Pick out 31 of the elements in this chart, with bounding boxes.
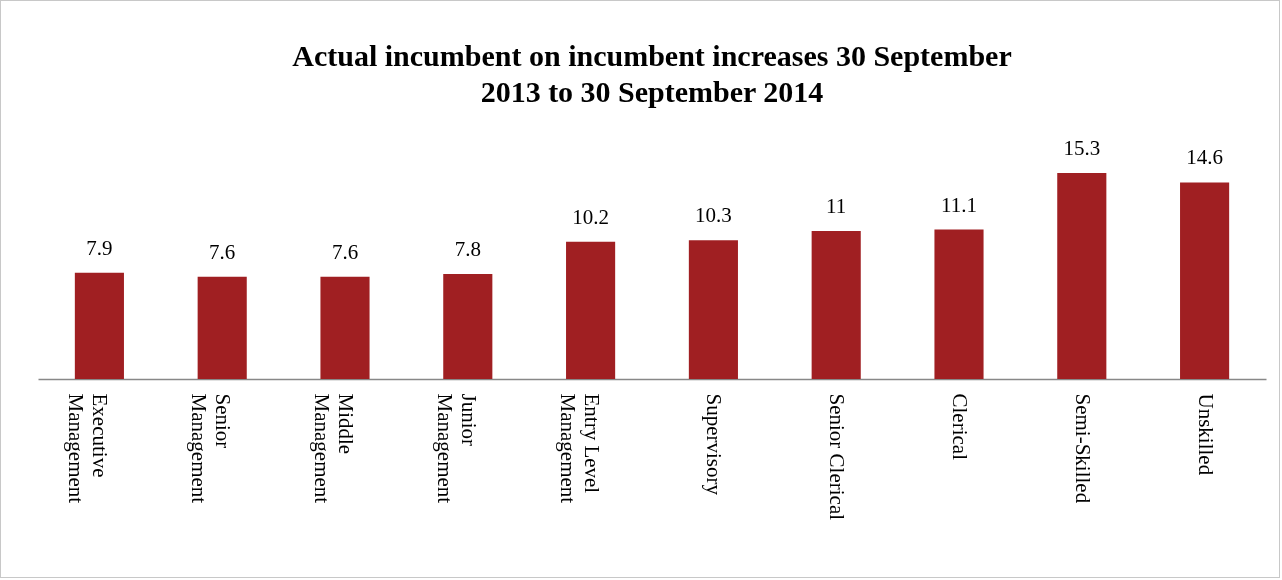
- data-label: 11: [826, 193, 847, 218]
- bar: [1180, 182, 1230, 379]
- data-label: 10.3: [695, 203, 732, 228]
- x-tick-label: Executive Management: [64, 393, 113, 504]
- bar: [811, 230, 861, 379]
- data-label: 7.8: [454, 236, 481, 261]
- bar: [443, 273, 493, 379]
- bar: [74, 272, 124, 379]
- x-tick-label: Junior Management: [432, 393, 481, 504]
- x-tick-label: Unskilled: [1193, 393, 1218, 476]
- bar: [197, 276, 247, 379]
- bar: [566, 241, 616, 379]
- x-tick-label: Middle Management: [310, 393, 358, 504]
- x-tick-label: Semi-Skilled: [1070, 393, 1095, 504]
- chart-title: Actual incumbent on incumbent increases 30 September 2013 to 30 September 2014: [292, 39, 1012, 108]
- data-label: 11.1: [941, 192, 977, 217]
- x-tick-label: Senior Management: [187, 393, 236, 504]
- bar: [1057, 173, 1107, 379]
- data-label: 14.6: [1186, 145, 1223, 170]
- bar: [688, 240, 738, 379]
- bar: [320, 276, 370, 379]
- data-label: 10.2: [572, 204, 609, 229]
- bar: [934, 229, 984, 379]
- data-label: 7.6: [331, 239, 359, 264]
- data-label: 15.3: [1063, 136, 1101, 160]
- x-tick-label: Senior Clerical: [825, 393, 850, 521]
- x-tick-label: Supervisory: [702, 393, 727, 496]
- data-label: 7.9: [86, 235, 113, 260]
- x-tick-label: Entry Level Management: [555, 393, 604, 504]
- x-tick-label: Clerical: [948, 393, 972, 461]
- data-label: 7.6: [209, 239, 236, 264]
